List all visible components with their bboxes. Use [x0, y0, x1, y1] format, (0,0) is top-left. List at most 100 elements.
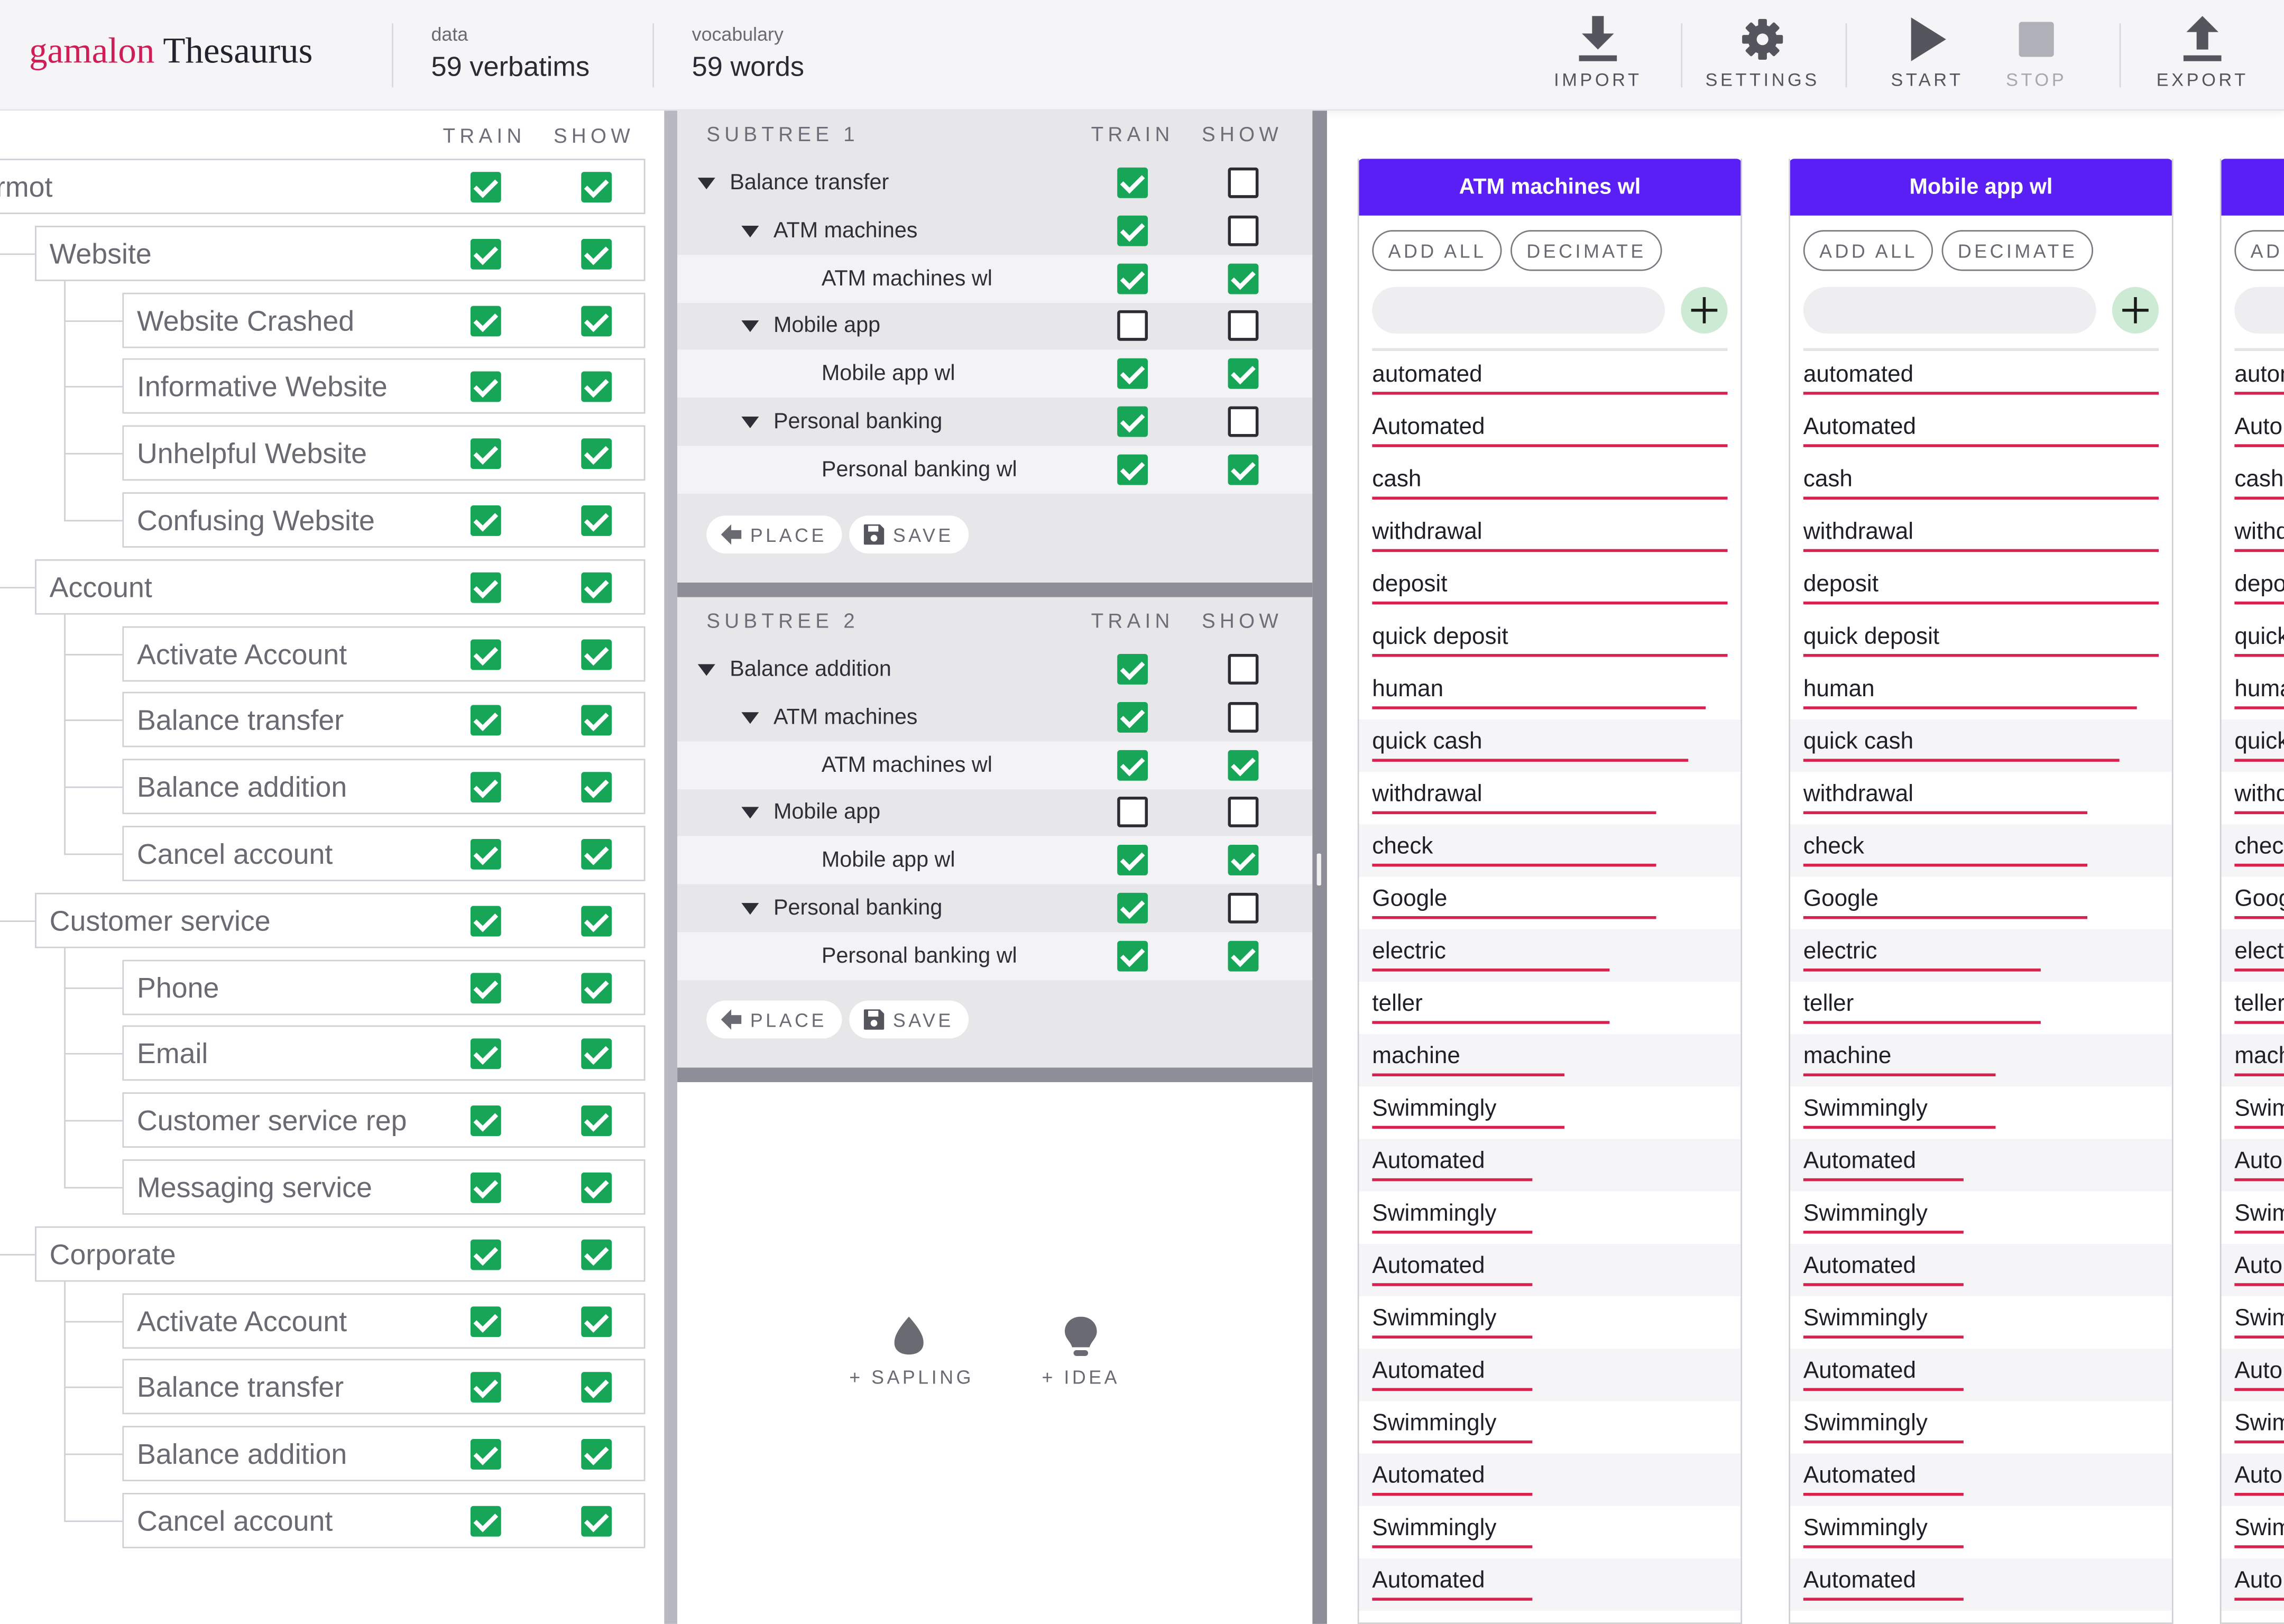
- word-row[interactable]: deposit: [1790, 562, 2172, 614]
- word-row[interactable]: Swimmingly: [1790, 1506, 2172, 1558]
- subtree-row[interactable]: Mobile app wl: [677, 836, 1313, 884]
- show-checkbox[interactable]: [581, 1172, 612, 1203]
- train-checkbox[interactable]: [1117, 215, 1148, 246]
- word-row[interactable]: quick deposit: [1790, 615, 2172, 667]
- train-checkbox[interactable]: [470, 972, 501, 1003]
- word-row[interactable]: Google: [1359, 877, 1741, 929]
- show-checkbox[interactable]: [581, 305, 612, 336]
- subtree-row[interactable]: Balance transfer: [677, 159, 1312, 207]
- add-word-input[interactable]: [1803, 287, 2096, 334]
- show-checkbox[interactable]: [581, 1239, 612, 1270]
- add-sapling-button[interactable]: + SAPLING: [849, 1316, 971, 1388]
- word-row[interactable]: withdrawal: [1790, 772, 2172, 824]
- tree-node[interactable]: Activate Account: [122, 1293, 646, 1349]
- show-checkbox[interactable]: [1228, 654, 1259, 685]
- word-row[interactable]: deposit: [1359, 562, 1741, 614]
- tree-node[interactable]: Website: [35, 225, 646, 281]
- train-checkbox[interactable]: [470, 505, 501, 536]
- word-row[interactable]: Automated: [1790, 1139, 2172, 1192]
- word-row[interactable]: Automated: [1359, 405, 1741, 457]
- show-checkbox[interactable]: [581, 1105, 612, 1137]
- word-row[interactable]: withdrawal: [1359, 510, 1741, 562]
- train-checkbox[interactable]: [470, 705, 501, 736]
- left-panel-divider[interactable]: [664, 110, 678, 1624]
- word-row[interactable]: teller: [1359, 982, 1741, 1034]
- caret-down-icon[interactable]: [741, 712, 759, 724]
- caret-down-icon[interactable]: [741, 225, 759, 237]
- subtree-row[interactable]: ATM machines: [677, 693, 1312, 741]
- word-row[interactable]: Automated: [1359, 1453, 1741, 1506]
- train-checkbox[interactable]: [470, 639, 501, 670]
- add-all-button[interactable]: ADD ALL: [2234, 230, 2284, 271]
- subtree-row[interactable]: Mobile app wl: [677, 349, 1313, 398]
- word-row[interactable]: Automated: [1359, 1349, 1741, 1401]
- tree-node[interactable]: Balance addition: [122, 1426, 646, 1482]
- train-checkbox[interactable]: [1117, 406, 1148, 437]
- resize-grip-icon[interactable]: [1316, 853, 1321, 886]
- train-checkbox[interactable]: [1117, 263, 1148, 294]
- subtree-row[interactable]: Mobile app: [677, 789, 1312, 837]
- word-row[interactable]: Automated: [2221, 1558, 2284, 1611]
- add-word-input[interactable]: [1372, 287, 1665, 334]
- add-word-plus-icon[interactable]: [1681, 287, 1728, 334]
- word-row[interactable]: cash: [1359, 457, 1741, 510]
- train-checkbox[interactable]: [470, 1105, 501, 1137]
- caret-down-icon[interactable]: [697, 664, 715, 676]
- train-checkbox[interactable]: [470, 906, 501, 936]
- train-checkbox[interactable]: [470, 1506, 501, 1537]
- word-row[interactable]: quick cash: [1790, 719, 2172, 772]
- import-button[interactable]: IMPORT: [1532, 15, 1663, 96]
- tree-node[interactable]: Customer service: [35, 892, 646, 948]
- word-row[interactable]: teller: [1790, 982, 2172, 1034]
- show-checkbox[interactable]: [581, 1506, 612, 1537]
- word-row[interactable]: Automated: [1790, 1243, 2172, 1297]
- word-row[interactable]: automated: [2222, 353, 2284, 405]
- show-checkbox[interactable]: [581, 438, 612, 469]
- train-checkbox[interactable]: [470, 772, 501, 803]
- save-button[interactable]: SAVE: [849, 515, 969, 553]
- word-row[interactable]: Automated: [2221, 1139, 2284, 1192]
- subtree-row[interactable]: ATM machines wl: [677, 741, 1313, 789]
- word-row[interactable]: quick deposit: [2222, 615, 2284, 667]
- train-checkbox[interactable]: [470, 372, 501, 403]
- show-checkbox[interactable]: [1228, 406, 1259, 437]
- word-row[interactable]: human: [1790, 667, 2172, 719]
- caret-down-icon[interactable]: [741, 321, 759, 333]
- tree-node[interactable]: Email: [122, 1026, 646, 1082]
- start-button[interactable]: START: [1862, 15, 1993, 96]
- subtree-row[interactable]: ATM machines wl: [677, 254, 1313, 302]
- word-row[interactable]: Swimmingly: [1359, 1192, 1741, 1244]
- word-row[interactable]: Automated: [1359, 1139, 1741, 1192]
- word-row[interactable]: Google: [2222, 877, 2284, 929]
- word-row[interactable]: automated: [1790, 353, 2172, 405]
- train-checkbox[interactable]: [1117, 892, 1148, 924]
- tree-node[interactable]: Unhelpful Website: [122, 426, 646, 481]
- word-row[interactable]: Swimmingly: [2222, 1401, 2284, 1453]
- tree-node[interactable]: Messaging service: [122, 1159, 646, 1215]
- tree-node[interactable]: Corporate: [35, 1226, 646, 1281]
- tree-node[interactable]: Balance transfer: [122, 1359, 646, 1415]
- word-column-title[interactable]: Mobile app wl: [1790, 159, 2172, 216]
- train-checkbox[interactable]: [470, 1172, 501, 1203]
- show-checkbox[interactable]: [581, 772, 612, 803]
- show-checkbox[interactable]: [1228, 797, 1259, 828]
- show-checkbox[interactable]: [581, 705, 612, 736]
- train-checkbox[interactable]: [1117, 654, 1148, 685]
- settings-button[interactable]: SETTINGS: [1697, 15, 1828, 96]
- show-checkbox[interactable]: [581, 1372, 612, 1404]
- show-checkbox[interactable]: [581, 1439, 612, 1470]
- word-row[interactable]: withdrawal: [1790, 510, 2172, 562]
- subtree-row[interactable]: ATM machines: [677, 207, 1312, 255]
- caret-down-icon[interactable]: [697, 178, 715, 190]
- train-checkbox[interactable]: [1117, 310, 1148, 342]
- train-checkbox[interactable]: [470, 305, 501, 336]
- word-row[interactable]: Swimmingly: [1359, 1506, 1741, 1558]
- train-checkbox[interactable]: [470, 238, 501, 270]
- word-row[interactable]: quick cash: [1359, 719, 1741, 772]
- train-checkbox[interactable]: [470, 572, 501, 603]
- show-checkbox[interactable]: [1228, 310, 1259, 342]
- word-row[interactable]: cash: [2222, 457, 2284, 510]
- add-word-input[interactable]: [2234, 287, 2284, 334]
- word-row[interactable]: withdrawal: [1359, 772, 1741, 824]
- show-checkbox[interactable]: [581, 372, 612, 403]
